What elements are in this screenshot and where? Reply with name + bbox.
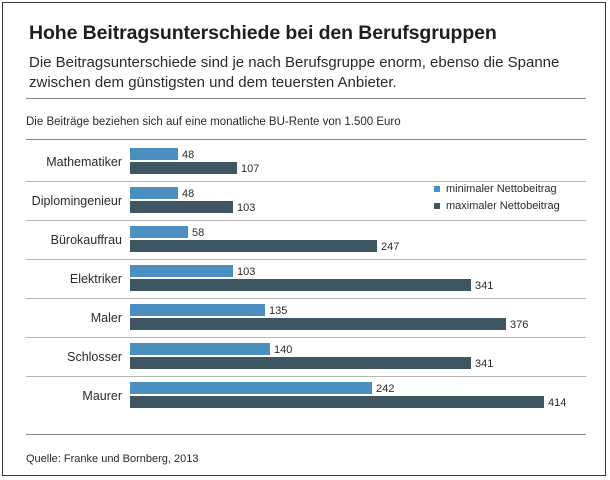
legend-item-min: minimaler Nettobeitrag: [434, 180, 560, 197]
category-label: Bürokauffrau: [51, 233, 122, 247]
category-label: Elektriker: [70, 272, 122, 286]
category-label: Mathematiker: [46, 155, 122, 169]
value-label-max: 247: [381, 241, 399, 253]
chart-title: Hohe Beitragsunterschiede bei den Berufs…: [29, 22, 497, 44]
bar-min: [130, 382, 372, 394]
bar-max: [130, 279, 471, 291]
bar-min: [130, 187, 178, 199]
bar-max: [130, 201, 233, 213]
bar-max: [130, 240, 377, 252]
bar-min: [130, 226, 188, 238]
value-label-max: 341: [475, 358, 493, 370]
category-label: Maler: [91, 311, 122, 325]
bar-max: [130, 162, 237, 174]
legend-label-min: minimaler Nettobeitrag: [446, 182, 557, 195]
value-label-min: 48: [182, 188, 194, 200]
legend-swatch-min: [434, 185, 440, 192]
bar-max: [130, 318, 506, 330]
value-label-min: 242: [376, 383, 394, 395]
bar-max: [130, 396, 544, 408]
value-label-min: 58: [192, 227, 204, 239]
bar-min: [130, 265, 233, 277]
legend-swatch-max: [434, 202, 440, 209]
bar-min: [130, 304, 265, 316]
bar-max: [130, 357, 471, 369]
value-label-max: 341: [475, 280, 493, 292]
category-label: Diplomingenieur: [32, 194, 122, 208]
chart-source: Quelle: Franke und Bornberg, 2013: [26, 453, 199, 465]
legend-item-max: maximaler Nettobeitrag: [434, 197, 560, 214]
value-label-min: 48: [182, 149, 194, 161]
category-label: Schlosser: [67, 350, 122, 364]
value-label-min: 140: [274, 344, 292, 356]
value-label-min: 103: [237, 266, 255, 278]
value-label-max: 376: [510, 319, 528, 331]
chart-subtitle: Die Beitragsunterschiede sind je nach Be…: [29, 54, 560, 91]
value-label-min: 135: [269, 305, 287, 317]
plot-bottom-divider: [26, 434, 586, 435]
value-label-max: 107: [241, 163, 259, 175]
chart-note: Die Beiträge beziehen sich auf eine mona…: [26, 116, 401, 128]
value-label-max: 414: [548, 397, 566, 409]
legend-label-max: maximaler Nettobeitrag: [446, 199, 560, 212]
chart-legend: minimaler Nettobeitrag maximaler Nettobe…: [434, 180, 560, 214]
plot-top-divider: [26, 139, 586, 140]
category-label: Maurer: [82, 389, 122, 403]
header-divider: [26, 98, 586, 99]
bar-min: [130, 148, 178, 160]
bar-min: [130, 343, 270, 355]
value-label-max: 103: [237, 202, 255, 214]
